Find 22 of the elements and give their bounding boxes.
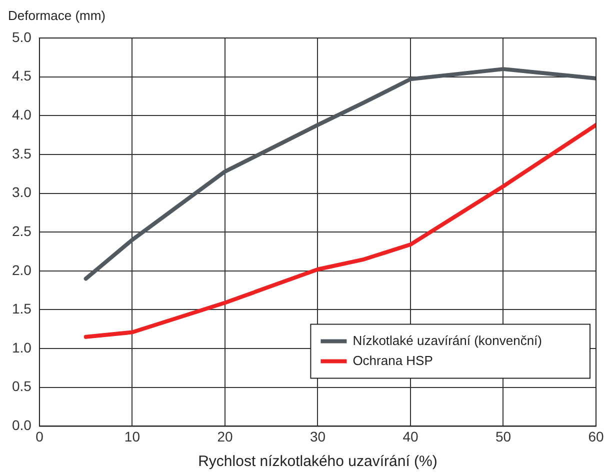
- y-tick-label: 1.5: [12, 300, 32, 317]
- y-tick-label: 2.5: [12, 222, 32, 239]
- x-tick-label: 10: [124, 428, 140, 444]
- legend-label: Nízkotlaké uzavírání (konvenční): [352, 332, 542, 348]
- x-tick-label: 30: [310, 428, 326, 444]
- x-tick-label: 20: [217, 428, 233, 444]
- legend-label: Ochrana HSP: [352, 352, 433, 368]
- x-tick-label: 60: [588, 428, 604, 444]
- y-tick-label: 5.0: [12, 28, 32, 45]
- x-tick-label: 0: [36, 428, 44, 444]
- y-tick-label: 4.5: [12, 68, 32, 84]
- y-axis-title: Deformace (mm): [8, 8, 106, 23]
- x-tick-label: 40: [402, 428, 418, 444]
- x-axis-title: Rychlost nízkotlakého uzavírání (%): [198, 453, 438, 470]
- y-tick-label: 4.0: [12, 106, 32, 122]
- y-tick-label: 1.0: [12, 339, 32, 356]
- y-tick-label: 3.0: [12, 184, 32, 200]
- y-tick-label: 2.0: [12, 262, 32, 278]
- y-tick-label: 3.5: [12, 145, 32, 162]
- y-tick-label: 0.0: [12, 417, 32, 434]
- y-tick-label: 0.5: [12, 378, 32, 394]
- x-tick-label: 50: [495, 428, 512, 444]
